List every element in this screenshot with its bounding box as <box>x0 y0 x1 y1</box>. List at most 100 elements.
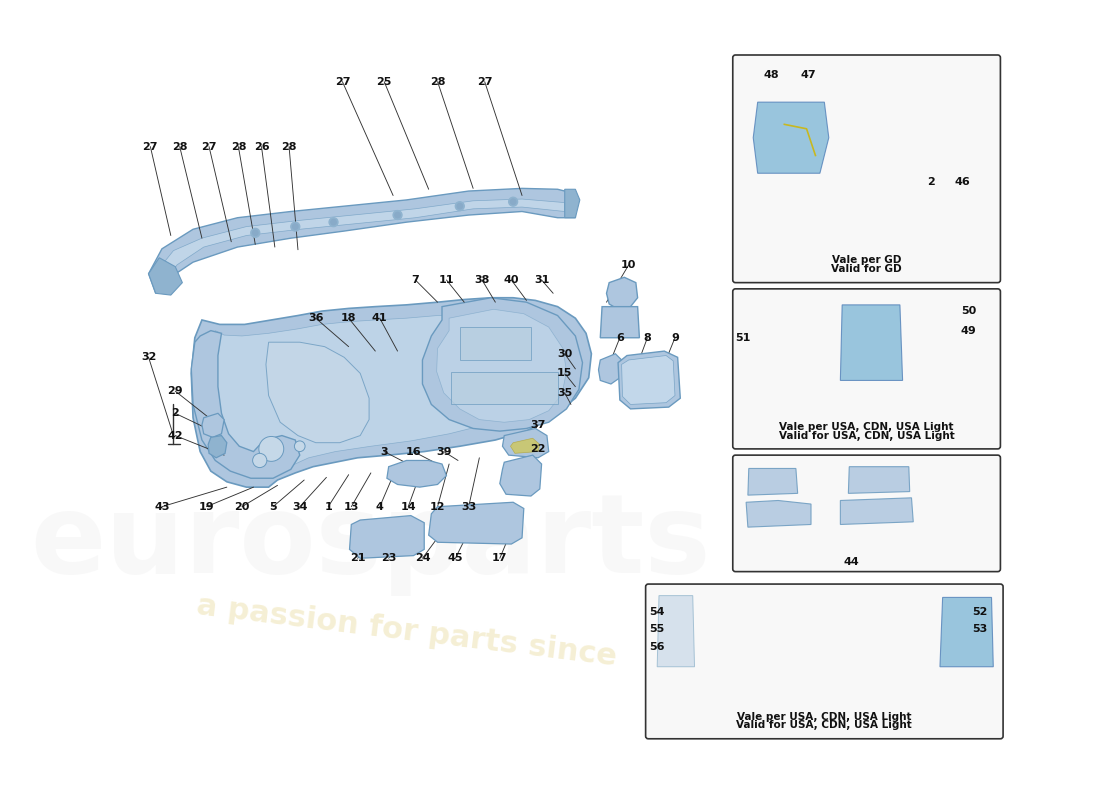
Text: 9: 9 <box>671 333 679 342</box>
Polygon shape <box>437 310 566 422</box>
Polygon shape <box>422 298 583 431</box>
Text: 32: 32 <box>141 352 156 362</box>
Text: Valid for GD: Valid for GD <box>832 264 902 274</box>
FancyBboxPatch shape <box>646 584 1003 738</box>
Polygon shape <box>148 188 575 294</box>
Text: 25: 25 <box>376 77 392 86</box>
Text: 6: 6 <box>616 333 624 342</box>
Text: 40: 40 <box>504 275 519 285</box>
Text: 14: 14 <box>400 502 416 512</box>
Polygon shape <box>840 498 913 525</box>
Text: 28: 28 <box>282 142 297 151</box>
Text: 46: 46 <box>955 177 970 187</box>
Polygon shape <box>499 455 541 496</box>
Text: Valid for USA, CDN, USA Light: Valid for USA, CDN, USA Light <box>737 721 912 730</box>
Polygon shape <box>191 330 299 478</box>
Text: 23: 23 <box>381 554 396 563</box>
Polygon shape <box>754 102 828 174</box>
Text: 47: 47 <box>801 70 816 81</box>
Polygon shape <box>939 598 993 666</box>
Polygon shape <box>606 278 638 310</box>
Text: 28: 28 <box>231 142 246 151</box>
FancyBboxPatch shape <box>733 455 1000 572</box>
Polygon shape <box>208 435 227 458</box>
Text: eurosparts: eurosparts <box>31 489 711 596</box>
Text: 51: 51 <box>735 333 750 342</box>
Polygon shape <box>601 306 639 338</box>
Polygon shape <box>160 199 564 285</box>
Polygon shape <box>748 469 797 495</box>
Text: 20: 20 <box>234 502 250 512</box>
Text: 36: 36 <box>308 313 323 323</box>
Polygon shape <box>266 342 370 442</box>
Text: 1: 1 <box>324 502 332 512</box>
Polygon shape <box>460 327 531 360</box>
Circle shape <box>295 441 305 451</box>
Text: 2: 2 <box>172 408 179 418</box>
Polygon shape <box>564 190 580 218</box>
Polygon shape <box>211 315 541 474</box>
Text: 7: 7 <box>411 275 419 285</box>
Text: 2: 2 <box>927 177 935 187</box>
Polygon shape <box>148 258 183 295</box>
Text: 29: 29 <box>167 386 183 396</box>
Text: 45: 45 <box>448 554 463 563</box>
Polygon shape <box>621 355 675 405</box>
Text: 27: 27 <box>143 142 158 151</box>
Text: 16: 16 <box>406 446 421 457</box>
Text: 50: 50 <box>960 306 976 316</box>
Circle shape <box>458 203 462 209</box>
Polygon shape <box>191 298 592 487</box>
Polygon shape <box>848 466 910 494</box>
Text: 10: 10 <box>621 260 637 270</box>
Polygon shape <box>840 305 903 381</box>
Text: 22: 22 <box>530 444 546 454</box>
Text: 27: 27 <box>201 142 217 151</box>
Text: Vale per USA, CDN, USA Light: Vale per USA, CDN, USA Light <box>779 422 954 432</box>
Text: 31: 31 <box>534 275 549 285</box>
Text: 35: 35 <box>557 388 572 398</box>
Polygon shape <box>510 438 540 454</box>
Text: 4: 4 <box>376 502 384 512</box>
Circle shape <box>290 222 299 231</box>
Circle shape <box>395 212 400 218</box>
Text: 18: 18 <box>341 313 356 323</box>
Text: 24: 24 <box>415 554 430 563</box>
Text: 55: 55 <box>650 625 664 634</box>
Text: Vale per USA, CDN, USA Light: Vale per USA, CDN, USA Light <box>737 711 912 722</box>
Circle shape <box>508 198 518 206</box>
Circle shape <box>251 228 260 238</box>
Text: 43: 43 <box>154 502 169 512</box>
Polygon shape <box>503 429 549 458</box>
Text: 48: 48 <box>763 70 779 81</box>
Polygon shape <box>451 371 558 405</box>
Text: 37: 37 <box>530 420 546 430</box>
Text: 34: 34 <box>292 502 308 512</box>
Text: 3: 3 <box>381 446 388 457</box>
Circle shape <box>258 437 284 462</box>
Text: 8: 8 <box>644 333 651 342</box>
Text: 5: 5 <box>270 502 277 512</box>
Polygon shape <box>429 502 524 544</box>
Circle shape <box>253 230 257 235</box>
FancyBboxPatch shape <box>733 55 1000 282</box>
Text: 39: 39 <box>436 446 451 457</box>
Text: 49: 49 <box>960 326 977 336</box>
Text: 27: 27 <box>334 77 350 86</box>
Circle shape <box>393 210 402 219</box>
Text: 15: 15 <box>557 368 572 378</box>
Text: 21: 21 <box>350 554 365 563</box>
Polygon shape <box>387 461 447 487</box>
Text: 53: 53 <box>972 625 988 634</box>
Circle shape <box>293 224 298 230</box>
Circle shape <box>510 199 516 204</box>
Text: 11: 11 <box>439 275 454 285</box>
Text: 41: 41 <box>372 313 387 323</box>
Text: 33: 33 <box>461 502 476 512</box>
Text: 19: 19 <box>199 502 214 512</box>
Circle shape <box>329 218 338 226</box>
Text: 17: 17 <box>492 554 507 563</box>
Text: 13: 13 <box>343 502 359 512</box>
Text: 30: 30 <box>557 349 572 358</box>
Polygon shape <box>746 501 811 527</box>
